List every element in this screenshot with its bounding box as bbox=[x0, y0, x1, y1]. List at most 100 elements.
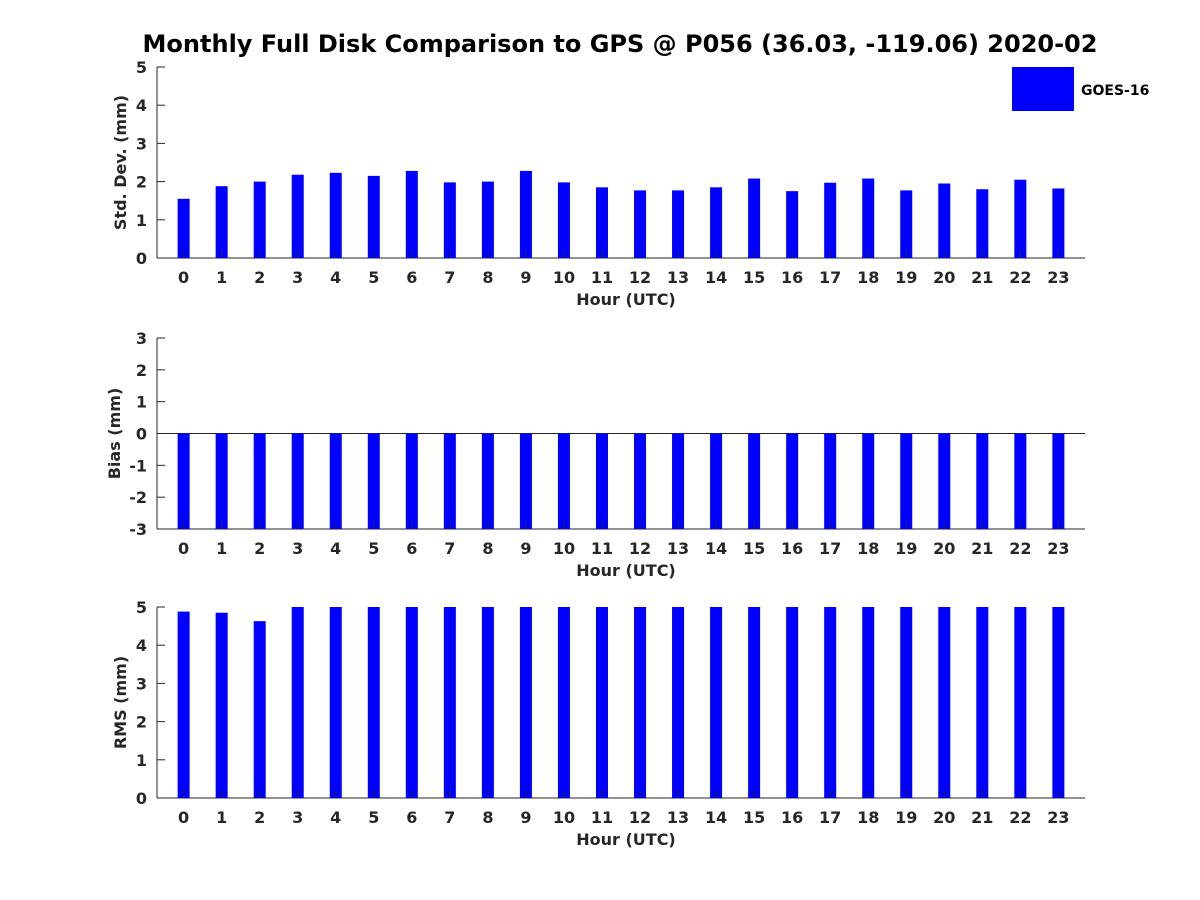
x-tick-label: 9 bbox=[520, 268, 531, 287]
y-tick-label: 2 bbox=[136, 361, 147, 380]
y-tick-label: 1 bbox=[136, 211, 147, 230]
x-tick-label: 6 bbox=[406, 268, 417, 287]
x-tick-label: 17 bbox=[819, 268, 841, 287]
bar-hour-19 bbox=[900, 607, 913, 798]
y-tick-label: -1 bbox=[129, 456, 147, 475]
bar-hour-8 bbox=[481, 433, 494, 529]
bar-hour-8 bbox=[481, 607, 494, 798]
bar-hour-15 bbox=[748, 433, 761, 529]
y-tick-label: 4 bbox=[136, 96, 147, 115]
bar-hour-14 bbox=[710, 187, 723, 258]
x-tick-label: 18 bbox=[857, 268, 879, 287]
x-tick-label: 13 bbox=[667, 268, 689, 287]
y-tick-label: -3 bbox=[129, 520, 147, 539]
bar-hour-2 bbox=[253, 181, 266, 258]
x-tick-label: 3 bbox=[292, 808, 303, 827]
x-tick-label: 5 bbox=[368, 808, 379, 827]
bar-hour-3 bbox=[291, 433, 304, 529]
bar-hour-14 bbox=[710, 607, 723, 798]
bar-hour-21 bbox=[976, 433, 989, 529]
y-tick-label: 5 bbox=[136, 598, 147, 617]
bar-hour-19 bbox=[900, 433, 913, 529]
x-tick-label: 1 bbox=[216, 808, 227, 827]
bar-hour-20 bbox=[938, 433, 951, 529]
bar-hour-16 bbox=[786, 191, 799, 258]
legend-swatch-goes-16 bbox=[1012, 67, 1074, 111]
bar-hour-7 bbox=[443, 607, 456, 798]
bar-hour-9 bbox=[519, 607, 532, 798]
bar-hour-10 bbox=[557, 433, 570, 529]
bar-hour-16 bbox=[786, 607, 799, 798]
bar-hour-2 bbox=[253, 433, 266, 529]
y-tick-label: 2 bbox=[136, 173, 147, 192]
bar-hour-3 bbox=[291, 607, 304, 798]
bar-hour-6 bbox=[405, 170, 418, 258]
bar-hour-0 bbox=[177, 198, 190, 258]
x-tick-label: 17 bbox=[819, 539, 841, 558]
bar-hour-9 bbox=[519, 433, 532, 529]
bar-hour-12 bbox=[634, 190, 647, 258]
y-axis-label: Std. Dev. (mm) bbox=[111, 95, 130, 230]
bar-hour-9 bbox=[519, 170, 532, 258]
bar-hour-19 bbox=[900, 190, 913, 258]
x-tick-label: 5 bbox=[368, 268, 379, 287]
x-tick-label: 23 bbox=[1047, 808, 1069, 827]
x-tick-label: 1 bbox=[216, 268, 227, 287]
bar-hour-18 bbox=[862, 607, 875, 798]
y-tick-label: 0 bbox=[136, 249, 147, 268]
bar-hour-4 bbox=[329, 433, 342, 529]
y-tick-label: 3 bbox=[136, 329, 147, 348]
legend-label-goes-16: GOES-16 bbox=[1081, 83, 1149, 99]
x-tick-label: 7 bbox=[444, 808, 455, 827]
x-tick-label: 19 bbox=[895, 268, 917, 287]
x-tick-label: 20 bbox=[933, 808, 955, 827]
x-tick-label: 16 bbox=[781, 268, 803, 287]
x-tick-label: 23 bbox=[1047, 539, 1069, 558]
x-tick-label: 22 bbox=[1009, 808, 1031, 827]
x-axis-label: Hour (UTC) bbox=[576, 561, 676, 580]
y-tick-label: 2 bbox=[136, 713, 147, 732]
bar-hour-13 bbox=[672, 190, 685, 258]
x-tick-label: 19 bbox=[895, 808, 917, 827]
x-tick-label: 4 bbox=[330, 268, 341, 287]
x-axis-label: Hour (UTC) bbox=[576, 830, 676, 849]
x-tick-label: 8 bbox=[482, 808, 493, 827]
x-tick-label: 1 bbox=[216, 539, 227, 558]
x-tick-label: 10 bbox=[553, 268, 575, 287]
bar-hour-15 bbox=[748, 607, 761, 798]
chart-title: Monthly Full Disk Comparison to GPS @ P0… bbox=[142, 30, 1098, 58]
x-tick-label: 2 bbox=[254, 268, 265, 287]
x-tick-label: 2 bbox=[254, 539, 265, 558]
bar-hour-17 bbox=[824, 182, 837, 258]
x-tick-label: 11 bbox=[591, 268, 613, 287]
y-tick-label: 0 bbox=[136, 789, 147, 808]
bar-hour-10 bbox=[557, 607, 570, 798]
x-tick-label: 12 bbox=[629, 808, 651, 827]
x-tick-label: 13 bbox=[667, 808, 689, 827]
y-tick-label: 4 bbox=[136, 636, 147, 655]
bar-hour-17 bbox=[824, 433, 837, 529]
x-tick-label: 20 bbox=[933, 539, 955, 558]
x-tick-label: 22 bbox=[1009, 539, 1031, 558]
x-tick-label: 12 bbox=[629, 268, 651, 287]
bar-hour-0 bbox=[177, 611, 190, 798]
legend: GOES-16 bbox=[1012, 67, 1149, 111]
bar-hour-5 bbox=[367, 175, 380, 258]
bar-hour-23 bbox=[1052, 188, 1065, 258]
bar-hour-0 bbox=[177, 433, 190, 529]
y-tick-label: 5 bbox=[136, 58, 147, 77]
y-tick-label: 0 bbox=[136, 425, 147, 444]
bar-hour-20 bbox=[938, 607, 951, 798]
x-tick-label: 9 bbox=[520, 808, 531, 827]
bar-hour-18 bbox=[862, 433, 875, 529]
bar-hour-1 bbox=[215, 433, 228, 529]
x-tick-label: 6 bbox=[406, 808, 417, 827]
x-tick-label: 15 bbox=[743, 268, 765, 287]
x-tick-label: 18 bbox=[857, 808, 879, 827]
x-tick-label: 4 bbox=[330, 539, 341, 558]
x-tick-label: 22 bbox=[1009, 268, 1031, 287]
